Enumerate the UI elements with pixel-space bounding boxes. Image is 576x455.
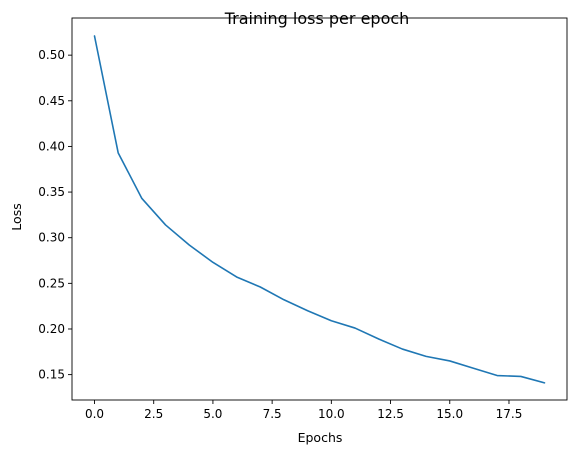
x-tick-label: 15.0 — [436, 407, 463, 421]
loss-series-line — [93, 35, 546, 384]
x-tick-label: 12.5 — [377, 407, 404, 421]
y-tick-label: 0.45 — [38, 94, 65, 108]
y-axis-label: Loss — [9, 203, 24, 230]
x-axis-label: Epochs — [298, 430, 343, 445]
y-tick-label: 0.35 — [38, 185, 65, 199]
x-tick-label: 17.5 — [496, 407, 523, 421]
chart-title: Training loss per epoch — [224, 9, 410, 28]
y-tick-label: 0.50 — [38, 48, 65, 62]
y-tick-label: 0.40 — [38, 139, 65, 153]
plot-area — [71, 17, 568, 401]
axes-frame — [71, 17, 568, 401]
x-tick-label: 2.5 — [144, 407, 163, 421]
y-tick-label: 0.25 — [38, 276, 65, 290]
y-axis-ticks: 0.15 0.20 0.25 0.30 0.35 0.40 0.45 0.50 — [38, 48, 72, 382]
y-tick-label: 0.15 — [38, 368, 65, 382]
x-tick-label: 7.5 — [263, 407, 282, 421]
x-tick-label: 10.0 — [318, 407, 345, 421]
x-tick-label: 5.0 — [203, 407, 222, 421]
y-tick-label: 0.30 — [38, 231, 65, 245]
x-tick-label: 0.0 — [85, 407, 104, 421]
x-axis-ticks: 0.0 2.5 5.0 7.5 10.0 12.5 15.0 17.5 — [85, 400, 522, 421]
y-tick-label: 0.20 — [38, 322, 65, 336]
